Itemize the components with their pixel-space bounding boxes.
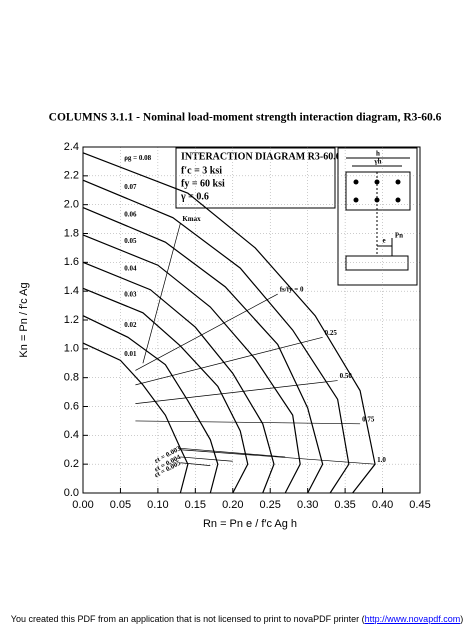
reference-line [135, 420, 361, 425]
x-tick-label: 0.05 [110, 499, 131, 511]
curve-label: 0.07 [124, 183, 137, 191]
x-tick-label: 0.45 [409, 499, 430, 511]
x-tick-label: 0.20 [222, 499, 243, 511]
figure-label: γh [373, 158, 381, 166]
y-tick-label: 2.4 [64, 141, 79, 153]
interaction-curve [82, 152, 376, 494]
curve-label: 0.06 [124, 210, 137, 218]
reference-label: fs/fy = 0 [280, 286, 304, 294]
footer-link[interactable]: http://www.novapdf.com [364, 614, 461, 624]
y-tick-label: 1.4 [64, 285, 79, 297]
reference-line [135, 380, 338, 404]
y-tick-label: 1.6 [64, 256, 79, 268]
reference-line [135, 336, 323, 386]
figure-label: Pn [395, 232, 403, 240]
footer-text: You created this PDF from an application… [10, 614, 365, 624]
curve-label: 0.05 [124, 237, 137, 245]
x-tick-label: 0.30 [297, 499, 318, 511]
y-tick-label: 0.8 [64, 372, 79, 384]
curve-label: 0.02 [124, 321, 137, 329]
curve-label: 0.04 [124, 265, 137, 273]
interaction-curve [82, 179, 350, 494]
plot-frame [82, 146, 421, 494]
y-tick-label: 1.2 [64, 314, 79, 326]
chart-title: COLUMNS 3.1.1 - Nominal load-moment stre… [49, 112, 442, 124]
reference-label: Kmax [182, 215, 201, 223]
y-tick-label: 1.8 [64, 227, 79, 239]
inset-line: γ = 0.6 [180, 191, 209, 202]
footer-end: ) [460, 614, 464, 624]
reference-line [180, 462, 211, 466]
interaction-curve [82, 287, 249, 494]
reference-label: 0.75 [362, 415, 375, 423]
interaction-curve [82, 315, 219, 494]
y-tick-label: 0.0 [64, 487, 79, 499]
x-tick-label: 0.25 [260, 499, 281, 511]
reference-line [135, 293, 278, 371]
footer: You created this PDF from an application… [0, 614, 474, 624]
inset-title: INTERACTION DIAGRAM R3-60.6 [181, 151, 341, 162]
x-tick-label: 0.35 [334, 499, 355, 511]
y-axis-label: Kn = Pn / f′c Ag [18, 282, 30, 357]
x-tick-label: 0.15 [185, 499, 206, 511]
reference-label: 1.0 [377, 456, 386, 464]
reference-line [142, 223, 181, 364]
interaction-curve [82, 261, 275, 494]
x-tick-label: 0.00 [72, 499, 93, 511]
reference-line [180, 447, 286, 458]
figure-label: e [382, 237, 385, 245]
inset-box [175, 147, 336, 209]
curve-label: 0.01 [124, 350, 137, 358]
y-tick-label: 0.6 [64, 400, 79, 412]
x-tick-label: 0.10 [147, 499, 168, 511]
reference-line [180, 456, 233, 462]
reference-label: 0.25 [325, 329, 338, 337]
y-tick-label: 0.2 [64, 458, 79, 470]
y-tick-label: 0.4 [64, 429, 79, 441]
inset-line: fy = 60 ksi [181, 178, 225, 189]
reference-label: 0.50 [340, 372, 353, 380]
section-figure [337, 147, 418, 286]
y-tick-label: 1.0 [64, 343, 79, 355]
curve-label: ρg = 0.08 [124, 154, 151, 162]
interaction-curve [82, 206, 324, 494]
reference-line [180, 449, 376, 465]
x-tick-label: 0.40 [372, 499, 393, 511]
interaction-curve [82, 234, 301, 494]
interaction-curve [82, 342, 189, 494]
curve-label: 0.03 [124, 291, 137, 299]
y-tick-label: 2.2 [64, 170, 79, 182]
figure-label: h [376, 150, 380, 158]
y-tick-label: 2.0 [64, 199, 79, 211]
x-axis-label: Rn = Pn e / f′c Ag h [203, 518, 297, 530]
inset-line: f′c = 3 ksi [181, 165, 222, 176]
